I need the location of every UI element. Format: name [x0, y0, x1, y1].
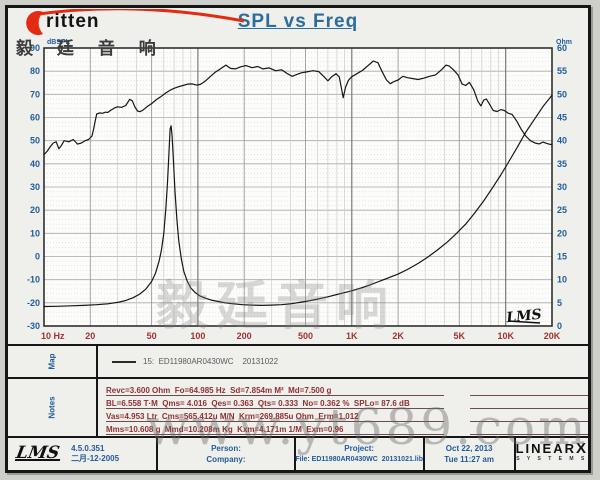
linearx-logo: LINEARX S Y S T E M S — [513, 438, 588, 470]
notes-tab: Notes — [8, 379, 98, 436]
footer-version-cell: LMS 4.5.0.351 二月-12-2005 — [8, 438, 156, 470]
chart-canvas: dBSPL Ohm9080706050403020100-10-20-306055… — [27, 39, 572, 341]
top-left-brand-cn: 毅 廷 音 响 — [16, 39, 165, 59]
file-name: File: ED11980AR0430WC 20131021.lib — [295, 456, 423, 463]
svg-text:10: 10 — [557, 275, 567, 285]
svg-text:200: 200 — [237, 331, 252, 341]
company-label: Company: — [206, 455, 246, 464]
svg-text:80: 80 — [30, 66, 40, 76]
footer-person-cell: Person: Company: — [156, 438, 293, 470]
report-time: Tue 11:27 am — [444, 455, 494, 464]
lms-logo: LMS — [14, 442, 63, 463]
svg-text:100: 100 — [190, 331, 205, 341]
report-footer: LMS 4.5.0.351 二月-12-2005 Person: Company… — [8, 436, 588, 470]
svg-text:-30: -30 — [27, 321, 40, 331]
footer-project-cell: Project: File: ED11980AR0430WC 20131021.… — [293, 438, 423, 470]
svg-text:50: 50 — [557, 89, 567, 99]
svg-text:30: 30 — [557, 182, 567, 192]
notes-parameter-lines: Revc=3.600 Ohm Fo=64.985 Hz Sd=7.854m M²… — [98, 379, 588, 436]
svg-text:40: 40 — [557, 136, 567, 146]
notes-section: Notes Revc=3.600 Ohm Fo=64.985 Hz Sd=7.8… — [8, 377, 588, 436]
svg-text:dBSPL: dBSPL — [47, 39, 71, 46]
svg-text:70: 70 — [30, 89, 40, 99]
svg-text:10: 10 — [30, 228, 40, 238]
svg-text:40: 40 — [30, 159, 40, 169]
project-label: Project: — [344, 444, 375, 453]
svg-text:20: 20 — [557, 228, 567, 238]
notes-tab-label: Notes — [47, 396, 57, 419]
report-date: Oct 22, 2013 — [445, 444, 493, 453]
svg-text:10K: 10K — [497, 331, 514, 341]
footer-date-cell: Oct 22, 2013 Tue 11:27 am — [422, 438, 514, 470]
notes-line: BL=6.558 T·M Qms= 4.016 Qes= 0.363 Qts= … — [106, 396, 588, 409]
report-header: ritten SPL vs Freq — [8, 8, 588, 36]
svg-text:2K: 2K — [392, 331, 404, 341]
person-label: Person: — [211, 444, 241, 453]
svg-text:45: 45 — [557, 113, 567, 123]
svg-text:60: 60 — [557, 43, 567, 53]
brand-subtitle: S Y S T E M S — [516, 456, 588, 462]
svg-text:5: 5 — [557, 298, 562, 308]
brand-name: LINEAR — [515, 441, 576, 456]
svg-text:0: 0 — [35, 252, 40, 262]
svg-text:10 Hz: 10 Hz — [41, 331, 65, 341]
map-tab-label: Map — [47, 353, 57, 370]
logo-text: ritten — [46, 11, 100, 32]
svg-text:0: 0 — [557, 321, 562, 331]
legend-entry: 15: ED11980AR0430WC 20131022 — [143, 357, 279, 366]
report-page: ritten SPL vs Freq 毅 廷 音 响 dBSPL Ohm 90 80 7… — [5, 5, 591, 473]
logo-swoosh-icon — [26, 9, 245, 35]
svg-text:90: 90 — [30, 43, 40, 53]
svg-text:15: 15 — [557, 252, 567, 262]
svg-text:25: 25 — [557, 205, 567, 215]
svg-text:Ohm: Ohm — [556, 39, 572, 46]
svg-text:35: 35 — [557, 159, 567, 169]
svg-text:20K: 20K — [544, 331, 561, 341]
spl-vs-freq-chart: dBSPL Ohm 90 80 70 60 50 40 30 20 10 0 -10 -20 -30 60 55… — [8, 36, 588, 344]
svg-text:20: 20 — [30, 205, 40, 215]
svg-text:30: 30 — [30, 182, 40, 192]
map-section: Map 15: ED11980AR0430WC 20131022 — [8, 344, 588, 377]
svg-text:20: 20 — [85, 331, 95, 341]
svg-text:50: 50 — [30, 136, 40, 146]
svg-text:50: 50 — [147, 331, 157, 341]
svg-text:60: 60 — [30, 113, 40, 123]
notes-line: Vas=4.953 Ltr Cms=565.412u M/N Krm=269.8… — [106, 409, 588, 422]
svg-text:55: 55 — [557, 66, 567, 76]
notes-line: Revc=3.600 Ohm Fo=64.985 Hz Sd=7.854m M²… — [106, 383, 588, 396]
app-version-date: 二月-12-2005 — [71, 454, 120, 463]
svg-text:500: 500 — [298, 331, 313, 341]
notes-line: Mms=10.608 g Mmd=10.208m Kg Kxm=4.171m 1… — [106, 422, 588, 435]
svg-text:5K: 5K — [454, 331, 466, 341]
svg-text:1K: 1K — [346, 331, 358, 341]
brand-logo: ritten — [12, 9, 252, 37]
page-title: SPL vs Freq — [237, 11, 359, 32]
map-tab: Map — [8, 346, 98, 377]
svg-text:-10: -10 — [27, 275, 40, 285]
app-version: 4.5.0.351 — [71, 444, 105, 453]
legend-line-sample-icon — [112, 360, 136, 363]
brand-x: X — [575, 440, 588, 457]
legend-area: 15: ED11980AR0430WC 20131022 — [98, 346, 588, 377]
svg-text:-20: -20 — [27, 298, 40, 308]
